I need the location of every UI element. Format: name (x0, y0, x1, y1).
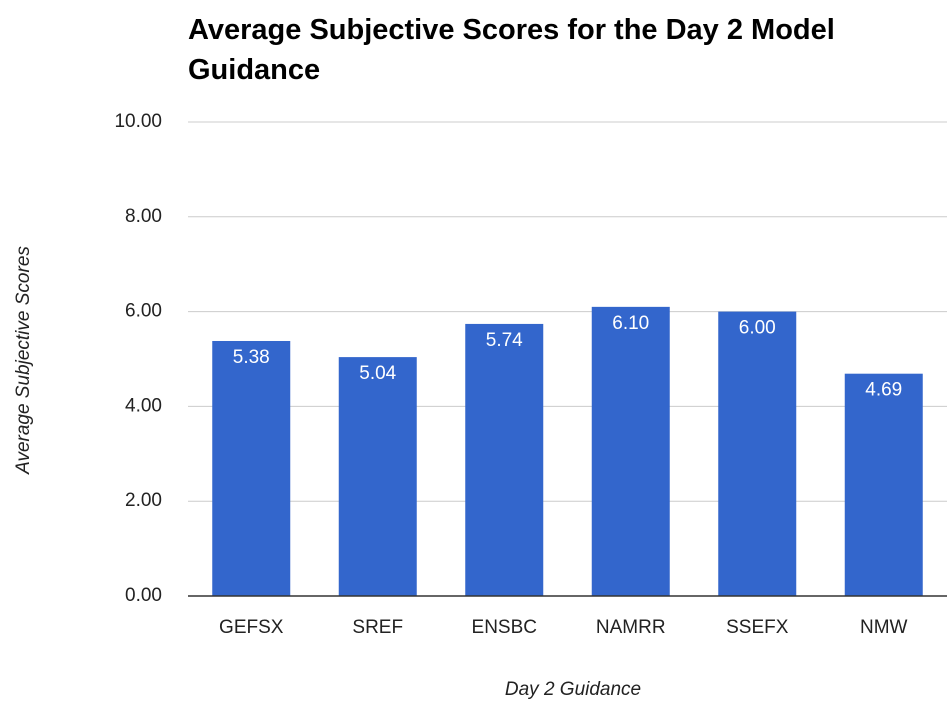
value-label: 6.00 (739, 318, 776, 339)
x-tick-label: SSEFX (726, 617, 789, 638)
y-tick-label: 0.00 (125, 585, 162, 606)
x-tick-label: NAMRR (596, 617, 666, 638)
y-tick-label: 10.00 (114, 111, 162, 132)
y-tick-label: 8.00 (125, 206, 162, 227)
bar (591, 306, 670, 596)
x-tick-label: ENSBC (472, 617, 537, 638)
y-axis-label: Average Subjective Scores (13, 246, 34, 475)
chart-title: Average Subjective Scores for the Day 2 … (188, 14, 835, 86)
bar (212, 340, 291, 596)
bar (844, 373, 923, 596)
y-tick-label: 2.00 (125, 490, 162, 511)
x-tick-label: GEFSX (219, 617, 284, 638)
bar (465, 323, 544, 596)
y-tick-label: 6.00 (125, 301, 162, 322)
x-tick-label: NMW (860, 617, 908, 638)
value-label: 4.69 (865, 380, 902, 401)
x-axis-label: Day 2 Guidance (505, 679, 641, 700)
bar (338, 357, 417, 596)
value-label: 5.74 (486, 330, 523, 351)
bar (718, 311, 797, 596)
value-label: 6.10 (612, 313, 649, 334)
value-label: 5.04 (359, 363, 396, 384)
value-label: 5.38 (233, 347, 270, 368)
y-tick-label: 4.00 (125, 395, 162, 416)
x-tick-label: SREF (352, 617, 403, 638)
